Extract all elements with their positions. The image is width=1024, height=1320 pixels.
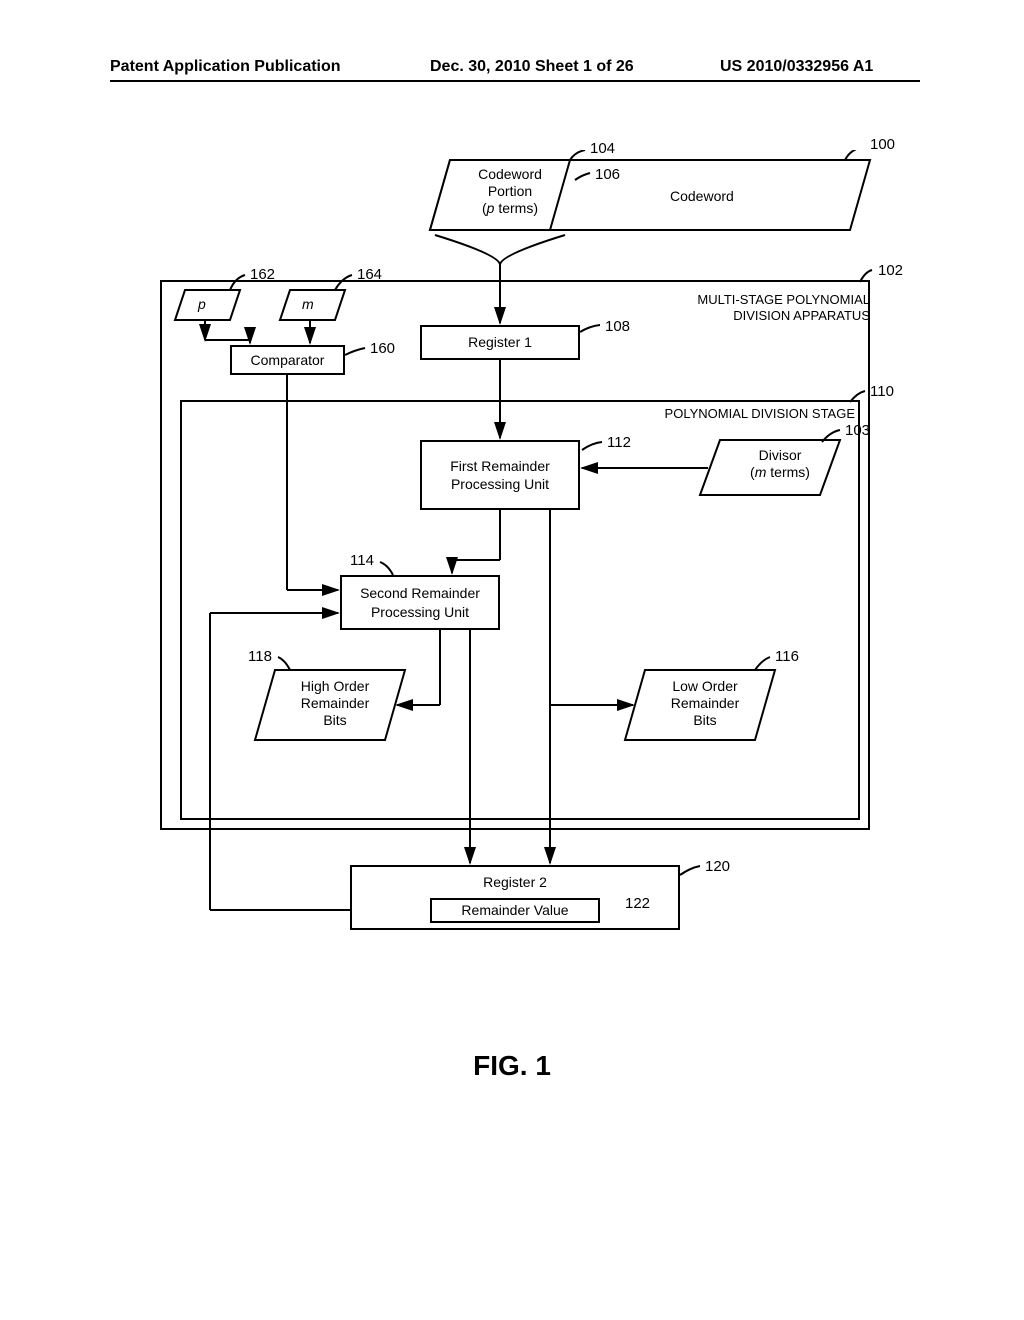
comparator-box: Comparator bbox=[230, 345, 345, 375]
register1-label: Register 1 bbox=[468, 333, 532, 351]
cwp-l2: Portion bbox=[488, 183, 532, 199]
remainder-value-label: Remainder Value bbox=[461, 901, 568, 919]
register1-box: Register 1 bbox=[420, 325, 580, 360]
ref-162: 162 bbox=[250, 266, 275, 283]
high-order-text: High Order Remainder Bits bbox=[280, 678, 390, 728]
ref-114: 114 bbox=[350, 552, 374, 569]
ref-104: 104 bbox=[590, 140, 615, 157]
cw-label: Codeword bbox=[670, 188, 734, 204]
apparatus-title: MULTI-STAGE POLYNOMIAL DIVISION APPARATU… bbox=[670, 292, 870, 323]
register2-label: Register 2 bbox=[483, 873, 547, 891]
comparator-label: Comparator bbox=[251, 351, 325, 369]
ref-160: 160 bbox=[370, 340, 395, 357]
low-order-text: Low Order Remainder Bits bbox=[650, 678, 760, 728]
ref-116: 116 bbox=[775, 648, 799, 665]
div-l1: Divisor bbox=[759, 447, 802, 463]
second-rpu-l1: Second Remainder bbox=[360, 584, 480, 602]
header-rule bbox=[110, 80, 920, 82]
header-mid: Dec. 30, 2010 Sheet 1 of 26 bbox=[430, 58, 634, 76]
ref-110: 110 bbox=[870, 383, 894, 400]
figure-caption: FIG. 1 bbox=[0, 1050, 1024, 1082]
cwp-l3: ((p terms)p terms) bbox=[482, 200, 538, 216]
ref-118: 118 bbox=[248, 648, 272, 665]
ref-106: 106 bbox=[595, 166, 620, 183]
div-l2: (m terms) bbox=[750, 464, 810, 480]
m-text: m bbox=[302, 296, 314, 313]
second-rpu-box: Second Remainder Processing Unit bbox=[340, 575, 500, 630]
codeword-text: Codeword bbox=[670, 188, 734, 205]
ref-108: 108 bbox=[605, 318, 630, 335]
ref-164: 164 bbox=[357, 266, 382, 283]
p-text: p bbox=[198, 296, 206, 313]
header-right: US 2010/0332956 A1 bbox=[720, 58, 873, 76]
remainder-value-box: Remainder Value bbox=[430, 898, 600, 923]
cwp-l1: Codeword bbox=[478, 166, 542, 182]
first-rpu-l2: Processing Unit bbox=[451, 475, 549, 493]
codeword-portion-text: Codeword Portion ((p terms)p terms) bbox=[460, 166, 560, 216]
ref-102: 102 bbox=[878, 262, 903, 279]
first-rpu-box: First Remainder Processing Unit bbox=[420, 440, 580, 510]
ref-122: 122 bbox=[625, 895, 650, 912]
stage-title: POLYNOMIAL DIVISION STAGE bbox=[645, 406, 855, 422]
diagram: Comparator Register 1 First Remainder Pr… bbox=[150, 150, 880, 990]
second-rpu-l2: Processing Unit bbox=[371, 603, 469, 621]
header-left: Patent Application Publication bbox=[110, 58, 341, 76]
first-rpu-l1: First Remainder bbox=[450, 457, 550, 475]
ref-100: 100 bbox=[870, 136, 895, 153]
ref-120: 120 bbox=[705, 858, 730, 875]
divisor-text: Divisor (m terms) bbox=[735, 447, 825, 481]
ref-103: 103 bbox=[845, 422, 870, 439]
ref-112: 112 bbox=[607, 434, 631, 451]
